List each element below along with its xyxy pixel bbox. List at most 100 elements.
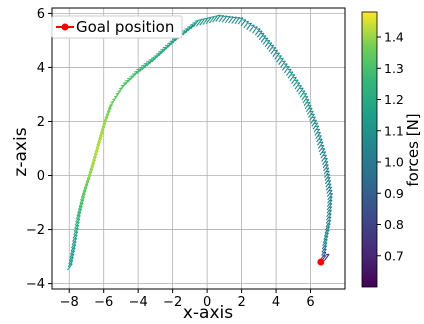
y-tick-label: 0: [37, 169, 45, 184]
force-arrow: [316, 135, 322, 143]
force-arrow-head: [328, 186, 332, 189]
force-arrow: [107, 104, 113, 112]
force-arrow: [90, 159, 97, 167]
force-arrow-head: [127, 77, 131, 80]
force-arrow-head: [133, 70, 138, 73]
plot-frame: [51, 7, 346, 290]
force-arrow-head: [192, 21, 196, 24]
force-arrow: [228, 16, 234, 24]
force-arrow-head: [304, 95, 308, 98]
force-arrow-head: [328, 199, 333, 202]
force-arrow: [292, 79, 299, 87]
force-arrow-head: [305, 98, 310, 101]
force-arrow: [312, 122, 319, 130]
force-arrow: [304, 101, 311, 110]
force-arrow: [256, 30, 263, 38]
force-arrow-head: [328, 209, 332, 212]
force-arrow: [310, 116, 316, 124]
force-arrow: [190, 22, 196, 30]
force-arrow: [278, 58, 284, 66]
force-arrow: [309, 113, 315, 121]
force-arrow: [289, 74, 296, 82]
force-arrow: [319, 148, 326, 156]
force-arrow: [311, 119, 318, 127]
force-arrow: [266, 42, 273, 50]
force-arrow-head: [124, 79, 129, 82]
force-arrow: [187, 24, 194, 32]
force-arrow-head: [280, 57, 284, 60]
force-arrow-head: [274, 49, 278, 52]
force-arrow: [218, 15, 225, 23]
force-arrow: [88, 165, 95, 173]
force-arrow-head: [325, 170, 330, 173]
force-arrow: [192, 20, 199, 28]
colorbar-tick-label: 1.0: [384, 155, 404, 170]
force-arrow-head: [264, 37, 269, 40]
force-arrow: [308, 110, 314, 118]
force-arrow-head: [187, 26, 191, 28]
force-arrow: [165, 42, 171, 50]
y-tick-label: 6: [37, 7, 45, 22]
force-arrow-head: [278, 55, 282, 57]
force-arrow: [294, 82, 301, 90]
force-arrow-head: [138, 66, 143, 69]
force-arrow-head: [315, 125, 319, 128]
force-arrow: [234, 17, 241, 25]
force-arrow: [327, 193, 334, 201]
force-arrow-head: [194, 19, 199, 22]
force-arrow: [301, 93, 308, 101]
x-tick-label: 2: [237, 295, 245, 310]
force-arrow-head: [322, 251, 327, 254]
force-arrow: [84, 178, 91, 186]
force-arrow: [254, 28, 261, 36]
force-arrow-head: [328, 189, 333, 192]
force-arrow-head: [198, 19, 202, 21]
force-arrow-head: [160, 48, 164, 51]
force-arrow-head: [239, 17, 244, 19]
force-arrow-head: [325, 253, 330, 256]
force-arrow: [305, 104, 312, 112]
force-arrow: [102, 117, 109, 125]
force-arrow-head: [242, 19, 246, 21]
force-arrow: [326, 213, 332, 221]
force-arrow: [101, 120, 108, 128]
force-arrow: [326, 203, 333, 211]
force-arrow-head: [322, 255, 326, 257]
force-arrow: [237, 17, 244, 25]
force-arrow: [246, 22, 252, 30]
force-arrow-head: [291, 74, 295, 76]
force-arrow: [71, 237, 78, 246]
force-arrow: [258, 33, 265, 41]
force-arrow-head: [131, 73, 136, 75]
force-arrow: [153, 53, 160, 61]
force-arrow-head: [284, 63, 288, 65]
force-arrow: [325, 216, 332, 224]
colorbar-tick-label: 1.4: [384, 30, 404, 45]
force-arrow: [80, 190, 87, 198]
force-arrow-head: [129, 75, 133, 78]
force-arrow-head: [171, 38, 176, 40]
force-arrow: [87, 168, 94, 176]
force-arrow: [323, 253, 330, 261]
force-arrow: [302, 96, 309, 104]
force-arrow-head: [220, 14, 224, 17]
force-arrow-head: [153, 55, 157, 57]
force-arrow: [67, 263, 73, 271]
force-arrow-head: [151, 57, 155, 59]
force-arrow-head: [328, 206, 332, 209]
force-arrow-head: [217, 14, 221, 17]
force-arrow: [316, 138, 323, 146]
force-arrow-head: [325, 232, 329, 235]
force-arrow-head: [313, 119, 317, 122]
force-arrow-head: [230, 16, 234, 18]
force-arrow-head: [262, 35, 267, 37]
force-arrow: [68, 253, 75, 261]
force-arrow-head: [329, 192, 333, 195]
x-tick-label: 4: [272, 295, 280, 310]
force-arrow: [212, 15, 218, 23]
force-arrow-head: [299, 87, 304, 90]
force-arrow: [287, 71, 294, 79]
force-arrow: [83, 181, 90, 189]
force-arrow-head: [327, 219, 331, 222]
colorbar-ticks: 0.7 0.8 0.9 1.0 1.1 1.2 1.3 1.4: [377, 30, 404, 263]
